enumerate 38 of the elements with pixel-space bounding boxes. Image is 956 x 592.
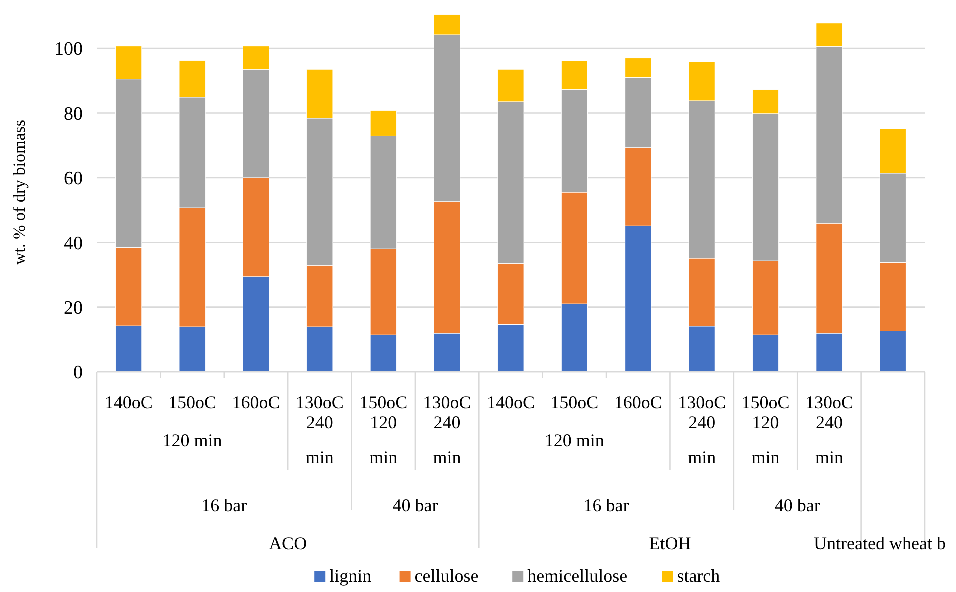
legend-label: starch: [677, 566, 720, 586]
text: 120 min: [544, 430, 604, 450]
legend-label: lignin: [330, 566, 372, 586]
text: 240 min: [433, 412, 462, 468]
x-tick-label: 150oC: [360, 392, 408, 412]
x-tick-label: 130oC: [423, 392, 472, 412]
x-tick-label: 160oC: [232, 392, 280, 412]
text: 16 bar: [202, 495, 248, 516]
x-tick-label: 160oC: [614, 392, 662, 412]
y-tick-label: 100: [54, 39, 83, 60]
text: 240 min: [306, 412, 334, 468]
text: 240 min: [688, 412, 716, 468]
x-tick-label: 150oC: [168, 392, 217, 412]
x-tick-label: 150oC: [742, 392, 790, 412]
text: 240 min: [815, 412, 844, 468]
text: 40 bar: [392, 495, 438, 516]
legend-label: cellulose: [414, 566, 479, 586]
y-tick-label: 40: [64, 233, 83, 254]
y-tick-label: 60: [64, 168, 83, 190]
x-tick-label: 140oC: [104, 392, 153, 412]
y-tick-label: 80: [64, 104, 83, 125]
y-axis-title: wt. % of dry biomass: [10, 120, 29, 265]
text: 40 bar: [774, 495, 820, 516]
text: EtOH: [649, 533, 692, 554]
text: Untreated wheat b: [814, 533, 946, 554]
x-tick-label: 130oC: [805, 392, 854, 412]
text: 16 bar: [584, 495, 630, 516]
y-tick-label: 0: [74, 362, 83, 384]
y-tick-label: 20: [64, 298, 83, 319]
text: 120 min: [162, 430, 222, 450]
x-tick-label: 140oC: [486, 392, 536, 412]
x-tick-label: 130oC: [678, 392, 726, 412]
x-tick-label: 130oC: [296, 392, 344, 412]
text: ACO: [269, 533, 308, 554]
text: 120 min: [752, 412, 780, 468]
x-tick-label: 150oC: [550, 392, 599, 412]
text: 120 min: [370, 412, 398, 468]
legend-label: hemicellulose: [528, 566, 628, 586]
